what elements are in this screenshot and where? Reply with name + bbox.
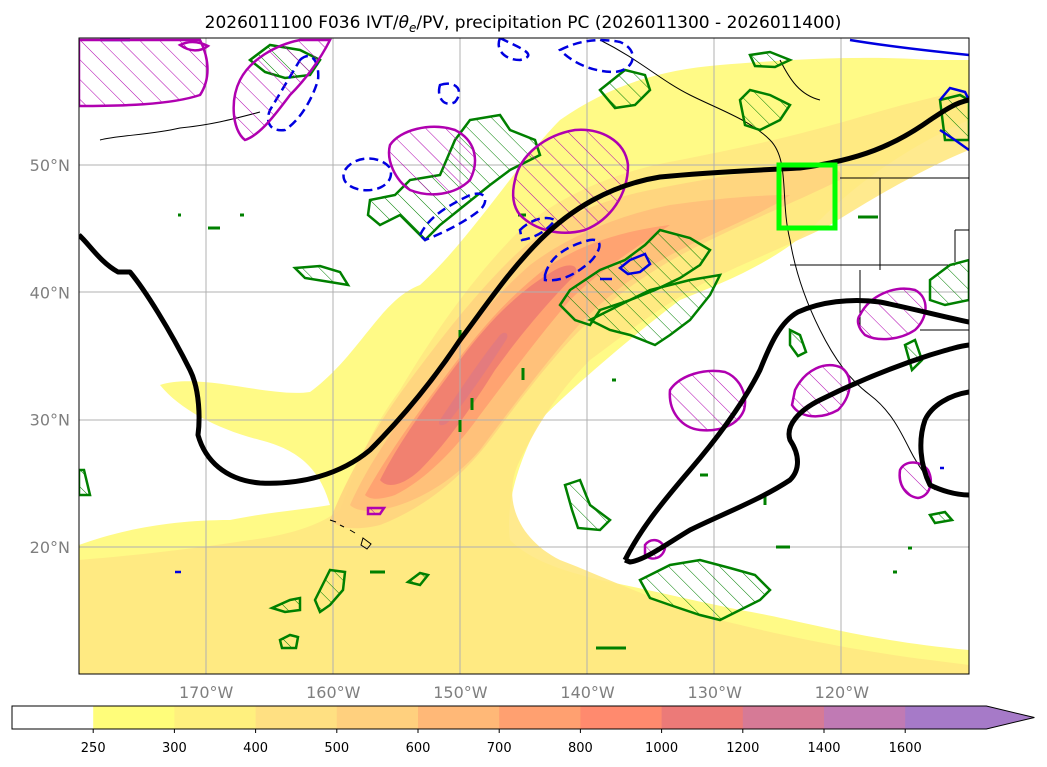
target-region-box [776, 162, 838, 231]
colorbar-label: 1000 [645, 741, 678, 756]
x-tick-label: 130°W [688, 683, 743, 702]
colorbar-outline [11, 705, 1035, 730]
colorbar-label: 800 [568, 741, 593, 756]
colorbar-segment [336, 706, 419, 729]
y-tick-label: 20°N [30, 538, 70, 557]
y-tick-label: 40°N [30, 283, 70, 302]
colorbar-label: 250 [81, 741, 106, 756]
colorbar: 250 300 400 500 600 700 800 1000 1200 1400 1600 [11, 705, 1035, 756]
colorbar-segment [499, 706, 581, 729]
y-tick-labels: 20°N 30°N 40°N 50°N [30, 156, 70, 557]
colorbar-segment [418, 706, 500, 729]
colorbar-segment [824, 706, 906, 729]
colorbar-label: 1200 [726, 741, 759, 756]
colorbar-label: 1600 [889, 741, 922, 756]
colorbar-segment [93, 706, 175, 729]
x-tick-label: 140°W [560, 683, 615, 702]
colorbar-label: 500 [324, 741, 349, 756]
y-tick-label: 30°N [30, 411, 70, 430]
colorbar-label: 300 [162, 741, 187, 756]
x-tick-label: 120°W [815, 683, 870, 702]
ivt-fill-1200 [439, 332, 508, 426]
colorbar-segment [255, 706, 338, 729]
y-tick-label: 50°N [30, 156, 70, 175]
chart-title: 2026011100 F036 IVT/θe/PV, precipitation… [205, 13, 842, 35]
colorbar-label: 600 [406, 741, 431, 756]
map-frame [78, 37, 970, 675]
colorbar-extend-arrow [986, 706, 1035, 729]
x-tick-label: 150°W [433, 683, 488, 702]
colorbar-label: 700 [487, 741, 512, 756]
colorbar-segment [174, 706, 257, 729]
colorbar-label: 400 [243, 741, 268, 756]
colorbar-segment [905, 706, 987, 729]
x-tick-label: 170°W [179, 683, 234, 702]
x-tick-label: 160°W [306, 683, 361, 702]
colorbar-segment [661, 706, 744, 729]
colorbar-segment [742, 706, 825, 729]
hawaii-islands [329, 519, 372, 550]
theta-e-contours [79, 97, 969, 565]
theta-e-hatched-contours [79, 38, 932, 560]
colorbar-segment [12, 706, 94, 729]
map-area [79, 38, 969, 674]
colorbar-segment [580, 706, 663, 729]
x-tick-labels: 170°W 160°W 150°W 140°W 130°W 120°W [179, 683, 869, 702]
colorbar-label: 1400 [807, 741, 840, 756]
